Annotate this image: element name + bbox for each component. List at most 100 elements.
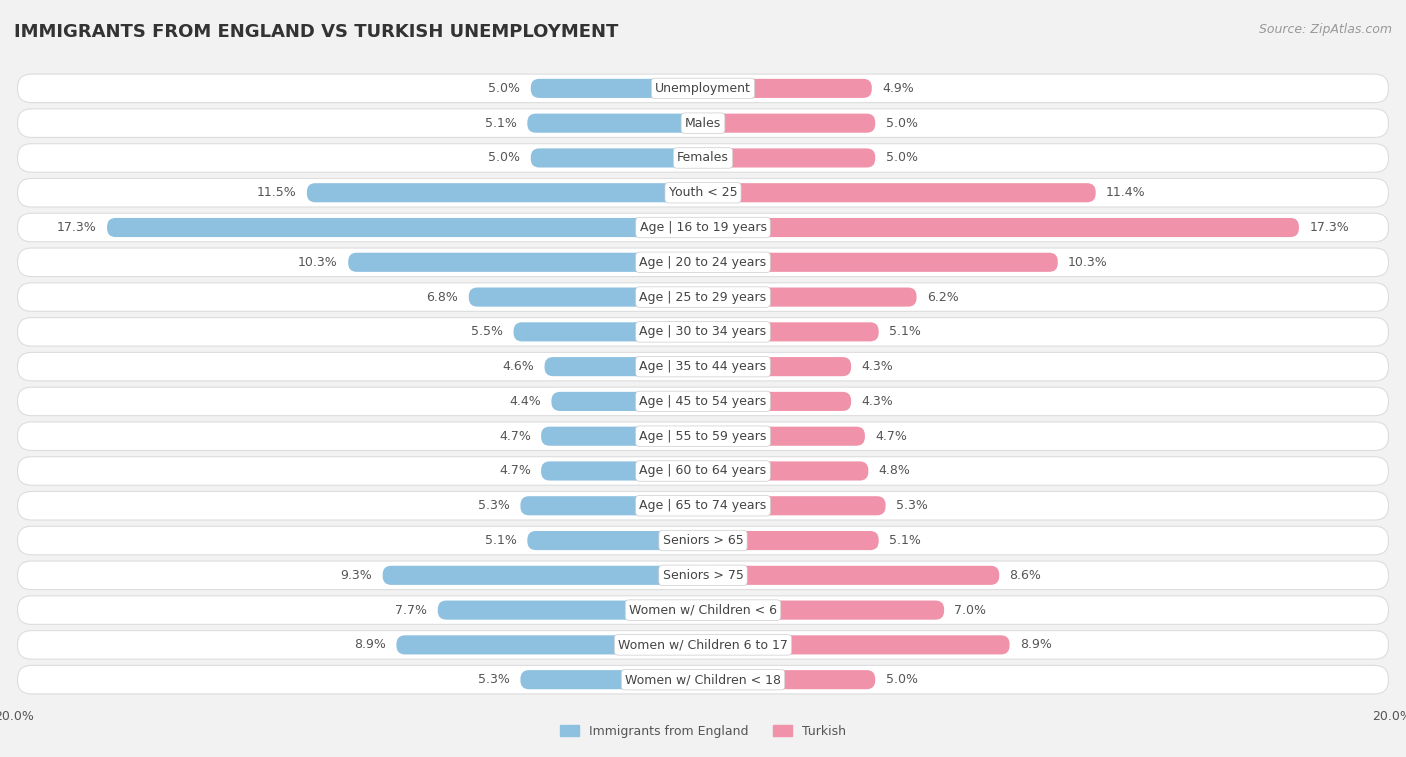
- Text: 5.3%: 5.3%: [478, 500, 510, 512]
- FancyBboxPatch shape: [703, 531, 879, 550]
- FancyBboxPatch shape: [703, 600, 945, 620]
- FancyBboxPatch shape: [544, 357, 703, 376]
- FancyBboxPatch shape: [551, 392, 703, 411]
- FancyBboxPatch shape: [349, 253, 703, 272]
- Text: Age | 65 to 74 years: Age | 65 to 74 years: [640, 500, 766, 512]
- FancyBboxPatch shape: [703, 288, 917, 307]
- Text: Age | 60 to 64 years: Age | 60 to 64 years: [640, 465, 766, 478]
- Text: 4.3%: 4.3%: [862, 360, 893, 373]
- FancyBboxPatch shape: [17, 283, 1389, 311]
- FancyBboxPatch shape: [17, 109, 1389, 138]
- FancyBboxPatch shape: [531, 79, 703, 98]
- Text: 10.3%: 10.3%: [1069, 256, 1108, 269]
- FancyBboxPatch shape: [703, 635, 1010, 655]
- Text: 4.6%: 4.6%: [502, 360, 534, 373]
- Text: Seniors > 65: Seniors > 65: [662, 534, 744, 547]
- FancyBboxPatch shape: [531, 148, 703, 167]
- Text: 7.0%: 7.0%: [955, 603, 987, 617]
- Text: 17.3%: 17.3%: [1309, 221, 1348, 234]
- Text: 6.8%: 6.8%: [426, 291, 458, 304]
- Text: 8.9%: 8.9%: [354, 638, 387, 651]
- Text: 5.0%: 5.0%: [886, 151, 918, 164]
- FancyBboxPatch shape: [17, 596, 1389, 625]
- FancyBboxPatch shape: [17, 248, 1389, 276]
- Text: 5.5%: 5.5%: [471, 326, 503, 338]
- Text: 4.7%: 4.7%: [875, 430, 907, 443]
- FancyBboxPatch shape: [703, 496, 886, 516]
- FancyBboxPatch shape: [396, 635, 703, 655]
- Text: Women w/ Children < 18: Women w/ Children < 18: [626, 673, 780, 686]
- Text: 5.1%: 5.1%: [485, 534, 517, 547]
- Text: 8.6%: 8.6%: [1010, 569, 1042, 582]
- Text: Age | 30 to 34 years: Age | 30 to 34 years: [640, 326, 766, 338]
- Text: Age | 25 to 29 years: Age | 25 to 29 years: [640, 291, 766, 304]
- Text: 9.3%: 9.3%: [340, 569, 373, 582]
- Text: 4.3%: 4.3%: [862, 395, 893, 408]
- Text: Age | 20 to 24 years: Age | 20 to 24 years: [640, 256, 766, 269]
- Text: 11.5%: 11.5%: [257, 186, 297, 199]
- FancyBboxPatch shape: [468, 288, 703, 307]
- FancyBboxPatch shape: [17, 179, 1389, 207]
- Text: Males: Males: [685, 117, 721, 129]
- Text: 5.1%: 5.1%: [889, 326, 921, 338]
- Text: 5.0%: 5.0%: [488, 82, 520, 95]
- Text: Source: ZipAtlas.com: Source: ZipAtlas.com: [1258, 23, 1392, 36]
- Text: Females: Females: [678, 151, 728, 164]
- Text: 6.2%: 6.2%: [927, 291, 959, 304]
- Text: 10.3%: 10.3%: [298, 256, 337, 269]
- Text: Age | 16 to 19 years: Age | 16 to 19 years: [640, 221, 766, 234]
- Text: 5.1%: 5.1%: [485, 117, 517, 129]
- Text: 4.4%: 4.4%: [509, 395, 541, 408]
- FancyBboxPatch shape: [17, 318, 1389, 346]
- FancyBboxPatch shape: [541, 462, 703, 481]
- FancyBboxPatch shape: [107, 218, 703, 237]
- Text: 7.7%: 7.7%: [395, 603, 427, 617]
- FancyBboxPatch shape: [520, 670, 703, 689]
- FancyBboxPatch shape: [703, 253, 1057, 272]
- FancyBboxPatch shape: [17, 561, 1389, 590]
- Text: Women w/ Children 6 to 17: Women w/ Children 6 to 17: [619, 638, 787, 651]
- FancyBboxPatch shape: [307, 183, 703, 202]
- FancyBboxPatch shape: [541, 427, 703, 446]
- Text: Age | 55 to 59 years: Age | 55 to 59 years: [640, 430, 766, 443]
- Text: 5.3%: 5.3%: [478, 673, 510, 686]
- FancyBboxPatch shape: [703, 392, 851, 411]
- FancyBboxPatch shape: [527, 531, 703, 550]
- Text: 17.3%: 17.3%: [58, 221, 97, 234]
- Text: 4.9%: 4.9%: [882, 82, 914, 95]
- FancyBboxPatch shape: [17, 491, 1389, 520]
- FancyBboxPatch shape: [703, 462, 869, 481]
- FancyBboxPatch shape: [703, 218, 1299, 237]
- Text: 5.0%: 5.0%: [488, 151, 520, 164]
- Text: Unemployment: Unemployment: [655, 82, 751, 95]
- Text: 8.9%: 8.9%: [1019, 638, 1052, 651]
- Text: 5.0%: 5.0%: [886, 117, 918, 129]
- FancyBboxPatch shape: [437, 600, 703, 620]
- Text: Age | 45 to 54 years: Age | 45 to 54 years: [640, 395, 766, 408]
- FancyBboxPatch shape: [703, 79, 872, 98]
- FancyBboxPatch shape: [17, 74, 1389, 103]
- Text: Youth < 25: Youth < 25: [669, 186, 737, 199]
- FancyBboxPatch shape: [520, 496, 703, 516]
- Text: 5.1%: 5.1%: [889, 534, 921, 547]
- FancyBboxPatch shape: [703, 114, 875, 132]
- FancyBboxPatch shape: [703, 670, 875, 689]
- FancyBboxPatch shape: [703, 148, 875, 167]
- Text: 4.7%: 4.7%: [499, 430, 531, 443]
- Text: Age | 35 to 44 years: Age | 35 to 44 years: [640, 360, 766, 373]
- FancyBboxPatch shape: [17, 387, 1389, 416]
- FancyBboxPatch shape: [17, 456, 1389, 485]
- FancyBboxPatch shape: [513, 322, 703, 341]
- FancyBboxPatch shape: [527, 114, 703, 132]
- FancyBboxPatch shape: [703, 565, 1000, 585]
- Text: 5.3%: 5.3%: [896, 500, 928, 512]
- Legend: Immigrants from England, Turkish: Immigrants from England, Turkish: [555, 720, 851, 743]
- Text: 4.8%: 4.8%: [879, 465, 911, 478]
- FancyBboxPatch shape: [17, 352, 1389, 381]
- FancyBboxPatch shape: [703, 322, 879, 341]
- FancyBboxPatch shape: [17, 631, 1389, 659]
- FancyBboxPatch shape: [703, 183, 1095, 202]
- FancyBboxPatch shape: [17, 422, 1389, 450]
- FancyBboxPatch shape: [17, 665, 1389, 694]
- FancyBboxPatch shape: [17, 526, 1389, 555]
